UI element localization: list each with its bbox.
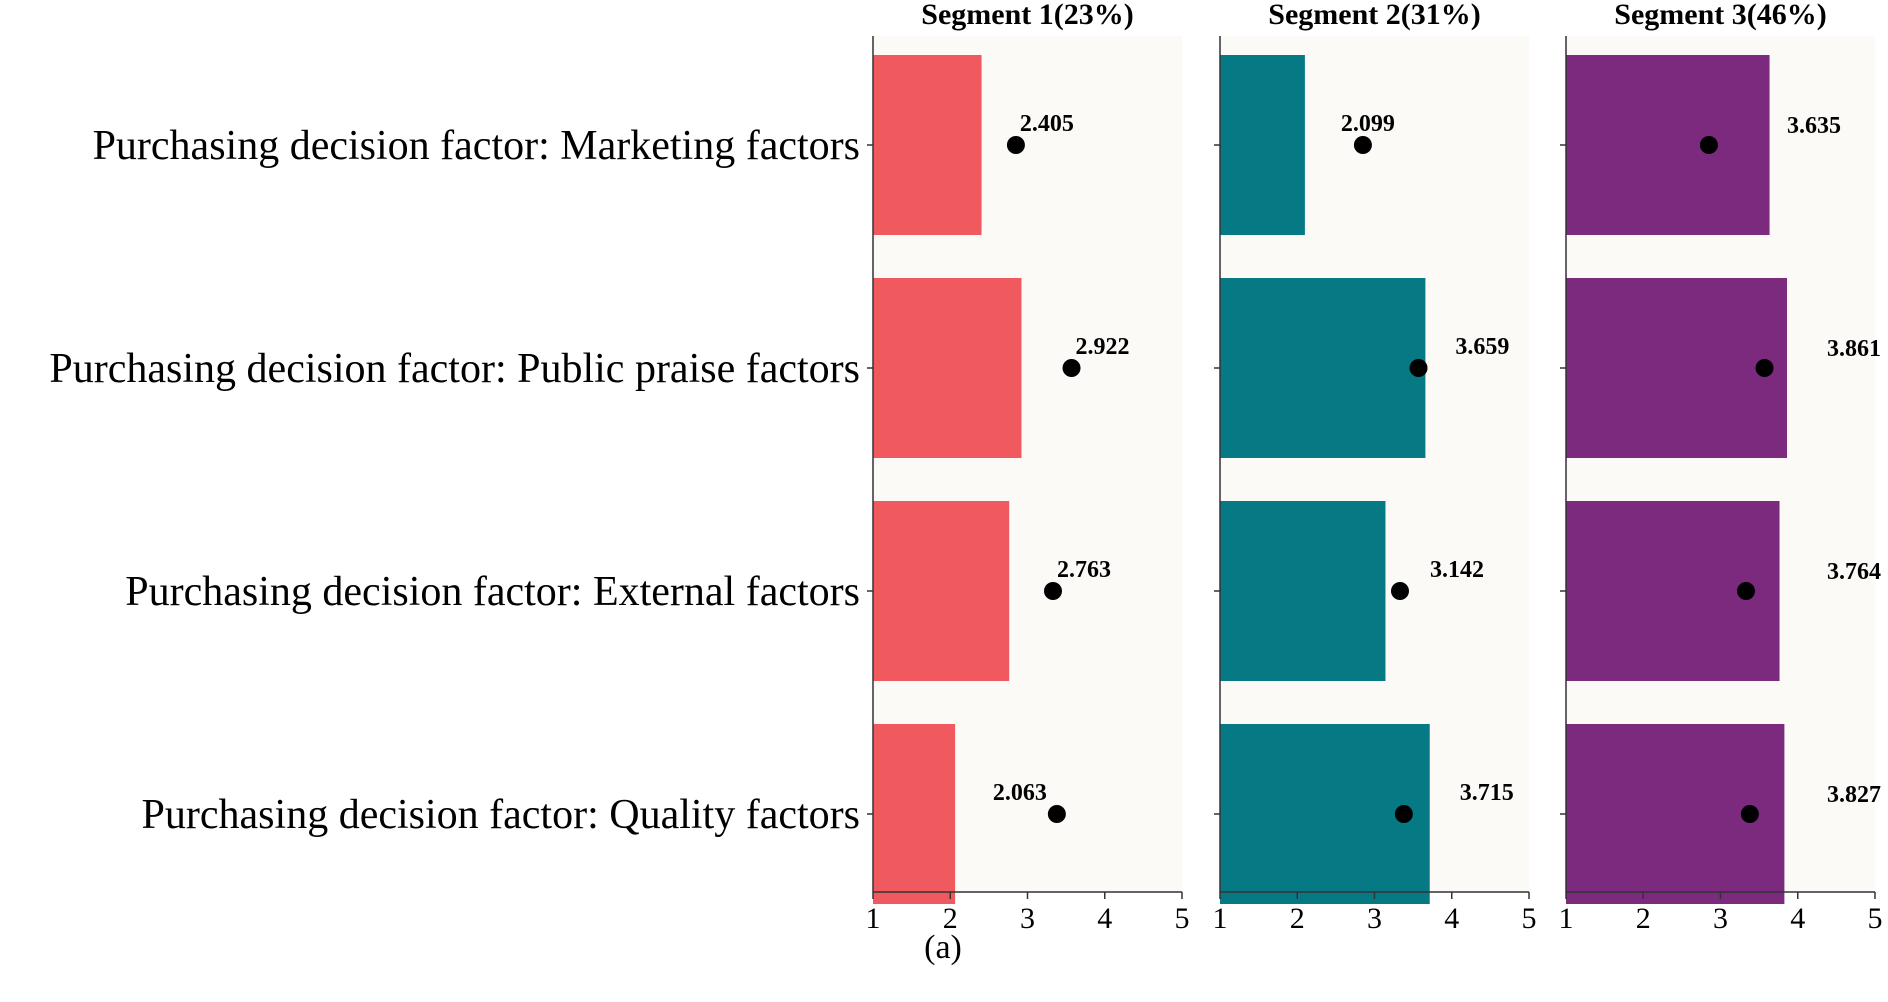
data-point: [1394, 805, 1413, 823]
value-label: 2.063: [993, 780, 1047, 806]
bar: [873, 55, 982, 235]
data-point: [1006, 136, 1025, 154]
x-tick-label: 5: [1175, 902, 1190, 935]
segment-title: Segment 3(46%): [1614, 0, 1826, 31]
value-label: 3.861: [1827, 336, 1881, 362]
segment-title: Segment 1(23%): [921, 0, 1133, 31]
bar: [1220, 55, 1305, 235]
value-label: 3.764: [1827, 559, 1881, 585]
bar: [873, 724, 956, 904]
bar: [1566, 55, 1770, 235]
data-point: [1740, 805, 1759, 823]
x-tick-label: 1: [1213, 902, 1228, 935]
category-label: Purchasing decision factor: Quality fact…: [142, 792, 860, 838]
value-label: 3.659: [1455, 334, 1509, 360]
bar: [1220, 501, 1386, 681]
data-point: [1062, 359, 1081, 377]
x-tick-label: 5: [1868, 902, 1883, 935]
x-tick-label: 5: [1522, 902, 1537, 935]
category-labels: Purchasing decision factor: Marketing fa…: [49, 123, 860, 838]
x-tick-label: 4: [1097, 902, 1112, 935]
x-tick-label: 3: [1020, 902, 1035, 935]
segment-panel: Segment 3(46%) 3.635 3.861 3.764 3.827 1 2 3 4 5: [1559, 0, 1883, 935]
bar: [1566, 278, 1788, 458]
category-label: Purchasing decision factor: Marketing fa…: [93, 123, 860, 169]
value-label: 2.922: [1076, 334, 1130, 360]
x-tick-label: 2: [1636, 902, 1651, 935]
category-label: Purchasing decision factor: External fac…: [125, 569, 860, 615]
bar: [1220, 278, 1426, 458]
category-label: Purchasing decision factor: Public prais…: [49, 346, 860, 392]
value-label: 3.715: [1460, 780, 1514, 806]
x-tick-label: 3: [1713, 902, 1728, 935]
x-tick-label: 4: [1444, 902, 1459, 935]
x-tick-label: 3: [1367, 902, 1382, 935]
value-label: 2.405: [1020, 111, 1074, 137]
value-label: 2.763: [1057, 557, 1111, 583]
bar: [873, 278, 1022, 458]
data-point: [1390, 582, 1409, 600]
x-tick-label: 2: [943, 902, 958, 935]
value-label: 3.635: [1787, 113, 1841, 139]
x-tick-label: 1: [1559, 902, 1574, 935]
data-point: [1736, 582, 1755, 600]
segment-panel: Segment 2(31%) 2.099 3.659 3.142 3.715 1 2 3 4 5: [1213, 0, 1537, 935]
data-point: [1755, 359, 1774, 377]
x-tick-label: 2: [1290, 902, 1305, 935]
x-tick-label: 4: [1790, 902, 1805, 935]
value-label: 2.099: [1341, 111, 1395, 137]
value-label: 3.142: [1430, 557, 1484, 583]
data-point: [1043, 582, 1062, 600]
data-point: [1409, 359, 1428, 377]
data-point: [1353, 136, 1372, 154]
data-point: [1699, 136, 1718, 154]
bar: [873, 501, 1010, 681]
x-tick-label: 1: [866, 902, 881, 935]
bar: [1220, 724, 1430, 904]
segment-panel: Segment 1(23%) 2.405 2.922 2.763 2.063 1 2 3 4 5: [866, 0, 1190, 935]
segment-title: Segment 2(31%): [1268, 0, 1480, 31]
figure-caption: (a): [924, 929, 962, 966]
data-point: [1047, 805, 1066, 823]
value-label: 3.827: [1827, 782, 1881, 808]
